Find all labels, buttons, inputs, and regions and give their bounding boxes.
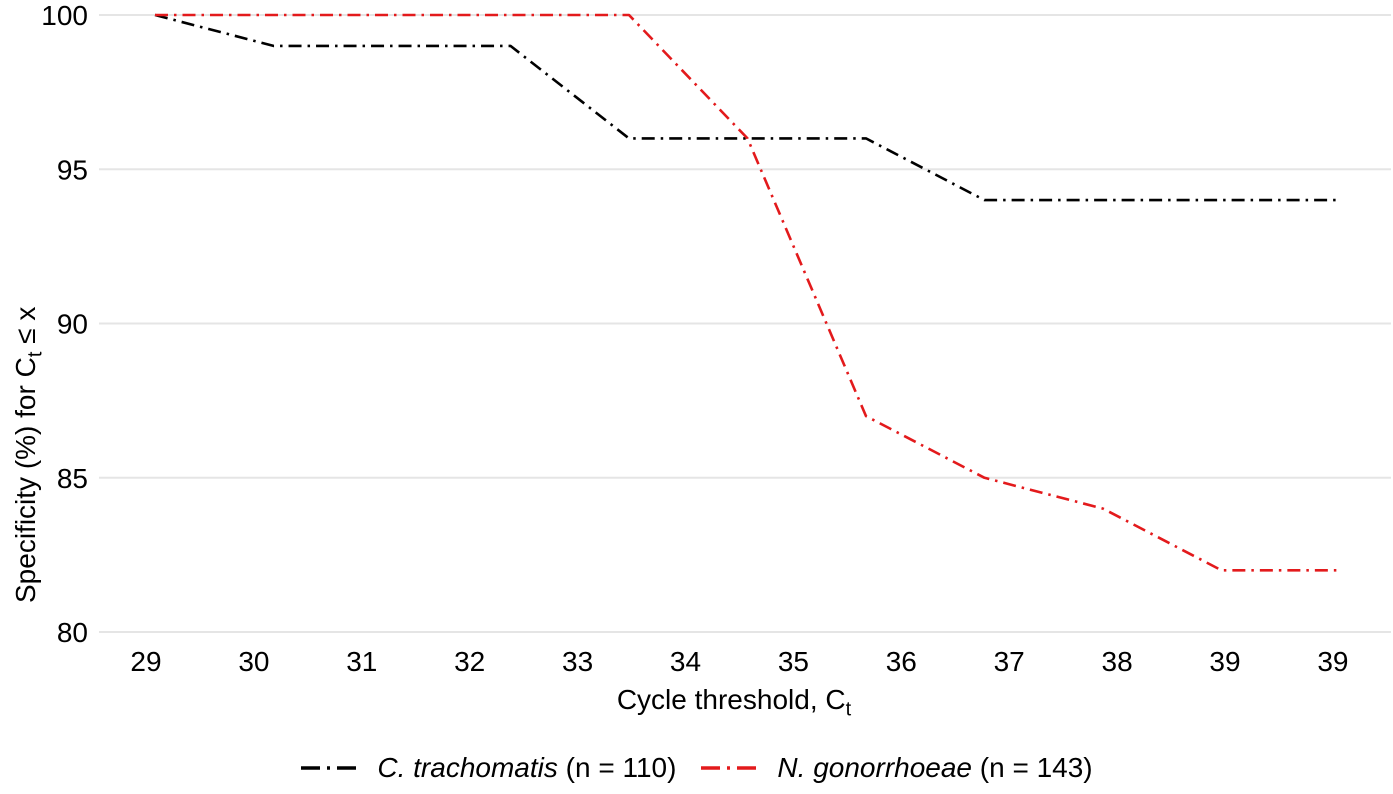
legend-sample-size: (n = 110) (557, 752, 677, 783)
x-tick-label: 36 (886, 646, 917, 677)
x-tick-label: 32 (454, 646, 485, 677)
x-tick-label: 39 (1317, 646, 1348, 677)
legend-label: N. gonorrhoeae (n = 143) (777, 752, 1092, 784)
y-tick-label: 95 (57, 154, 88, 185)
x-tick-label: 38 (1102, 646, 1133, 677)
legend-species-name: C. trachomatis (377, 752, 558, 783)
x-axis-title-subscript: t (845, 698, 852, 721)
x-tick-label: 30 (238, 646, 269, 677)
x-tick-label: 34 (670, 646, 701, 677)
legend: C. trachomatis (n = 110) N. gonorrhoeae … (0, 752, 1393, 784)
y-axis-title: Specificity (%) for Ct ≤ x (10, 306, 47, 603)
y-tick-label: 100 (41, 0, 88, 31)
x-tick-label: 31 (346, 646, 377, 677)
series-line-c-trachomatis (154, 13, 1340, 202)
x-tick-label: 29 (130, 646, 161, 677)
x-tick-label: 33 (562, 646, 593, 677)
legend-species-name: N. gonorrhoeae (777, 752, 972, 783)
x-tick-label: 37 (994, 646, 1025, 677)
dash-dot-key-black-icon (301, 766, 362, 770)
legend-item-c-trachomatis: C. trachomatis (n = 110) (300, 752, 676, 784)
legend-item-n-gonorrhoeae: N. gonorrhoeae (n = 143) (700, 752, 1093, 784)
y-tick-label: 90 (57, 309, 88, 340)
legend-label: C. trachomatis (n = 110) (377, 752, 676, 784)
legend-sample-size: (n = 143) (972, 752, 1093, 783)
y-tick-label: 85 (57, 463, 88, 494)
y-axis-title-text: Specificity (%) for C (10, 357, 41, 603)
y-axis-title-subscript: t (24, 351, 47, 358)
x-tick-label: 39 (1209, 646, 1240, 677)
x-tick-label: 35 (778, 646, 809, 677)
dash-dot-key-red-icon (701, 766, 762, 770)
x-axis-title: Cycle threshold, Ct (616, 684, 851, 720)
plot-area: 100 95 90 85 80 29 30 31 32 33 34 35 36 37 38 39 39 (41, 0, 1391, 677)
series-line-n-gonorrhoeae (155, 13, 1340, 572)
y-axis-title-suffix: ≤ x (10, 306, 41, 352)
x-axis-title-text: Cycle threshold, C (616, 684, 846, 715)
y-tick-label: 80 (57, 617, 88, 648)
